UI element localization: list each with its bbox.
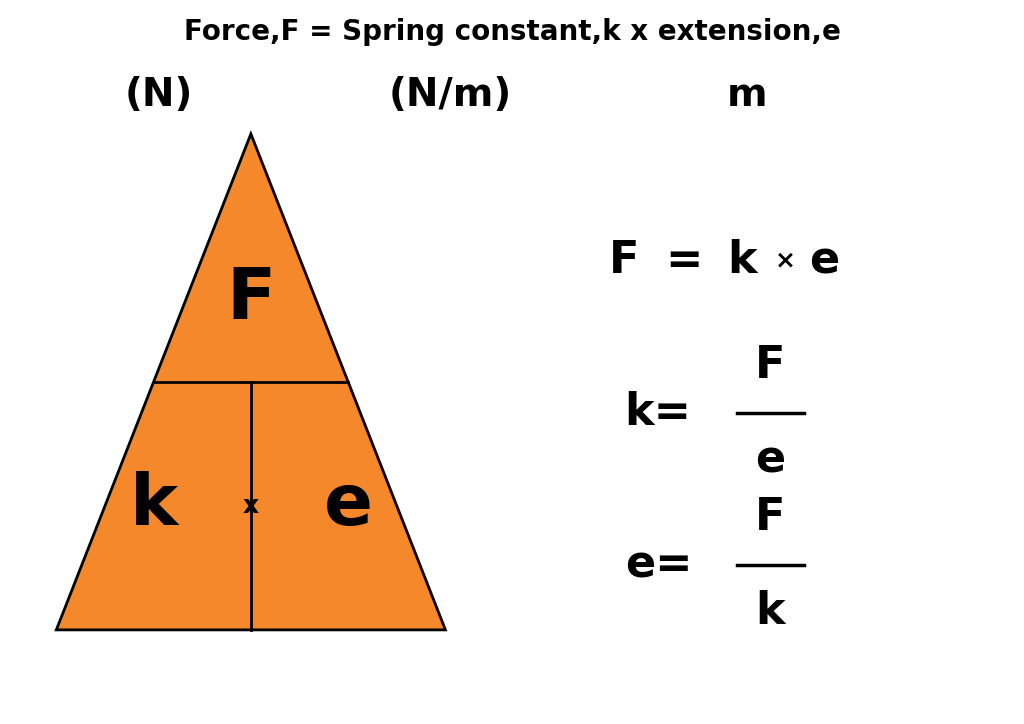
Text: (N/m): (N/m) <box>389 76 512 114</box>
Text: F: F <box>609 239 640 282</box>
Text: Force,F = Spring constant,k x extension,e: Force,F = Spring constant,k x extension,… <box>183 18 841 46</box>
Text: F: F <box>756 344 785 387</box>
Text: (N): (N) <box>125 76 193 114</box>
Text: e: e <box>756 438 785 481</box>
Text: e: e <box>809 239 839 282</box>
Text: m: m <box>727 76 768 114</box>
Text: ×: × <box>775 248 797 273</box>
Polygon shape <box>56 134 445 630</box>
Text: e: e <box>324 471 373 540</box>
Text: k: k <box>130 471 177 540</box>
Text: F: F <box>226 265 275 334</box>
Text: =: = <box>666 239 702 282</box>
Text: e=: e= <box>625 543 692 586</box>
Text: k: k <box>756 590 785 634</box>
Text: k=: k= <box>625 391 691 434</box>
Text: x: x <box>243 494 259 518</box>
Text: k: k <box>727 239 757 282</box>
Text: F: F <box>756 496 785 539</box>
